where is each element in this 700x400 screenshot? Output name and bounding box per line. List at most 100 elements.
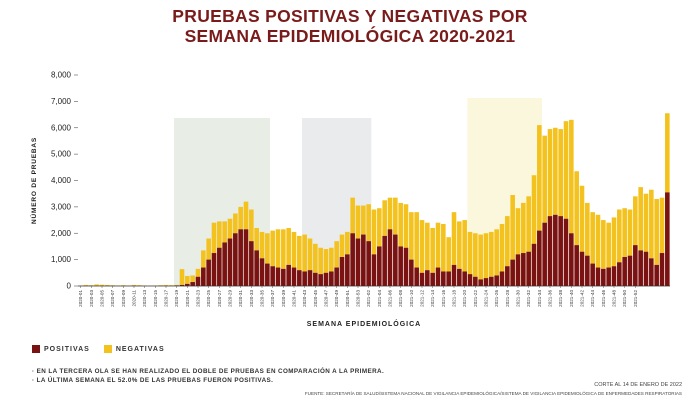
bar-negative xyxy=(355,205,361,239)
legend: POSITIVAS NEGATIVAS xyxy=(32,345,179,353)
bar-positive xyxy=(201,267,206,286)
bar-positive xyxy=(542,222,547,286)
bar-positive xyxy=(617,262,622,286)
bar-positive xyxy=(590,263,595,286)
bar-positive xyxy=(622,256,627,286)
bar-negative xyxy=(259,231,265,259)
x-tick-label: 2020-07 xyxy=(110,290,115,307)
x-tick-label: 2021-14 xyxy=(430,290,435,307)
x-tick-label: 2021-32 xyxy=(526,290,531,307)
x-tick-label: 2021-24 xyxy=(484,290,489,307)
bar-negative xyxy=(446,237,451,272)
x-tick-label: 2021-44 xyxy=(590,290,595,307)
bar-negative xyxy=(339,234,345,257)
bar-negative xyxy=(233,213,238,234)
y-tick-label: 5,000 xyxy=(51,150,72,159)
y-tick-label: 2,000 xyxy=(51,229,72,238)
x-tick-label: 2021-20 xyxy=(462,290,467,307)
bar-positive xyxy=(451,264,457,286)
bar-positive xyxy=(318,274,323,286)
bar-positive xyxy=(553,214,558,286)
bar-positive xyxy=(526,251,531,286)
bar-negative xyxy=(489,231,494,277)
bar-negative xyxy=(286,227,291,265)
bar-negative xyxy=(83,284,89,286)
bar-negative xyxy=(627,209,633,256)
bar-negative xyxy=(291,231,297,268)
y-tick-label: 3,000 xyxy=(51,202,72,211)
bar-negative xyxy=(654,198,659,265)
bar-positive xyxy=(339,256,345,286)
title-line-1: PRUEBAS POSITIVAS Y NEGATIVAS POR xyxy=(172,6,528,26)
bar-negative xyxy=(206,238,211,260)
x-tick-label: 2020-31 xyxy=(238,290,243,307)
bar-negative xyxy=(249,209,254,242)
bar-negative xyxy=(531,175,537,244)
bar-negative xyxy=(633,196,638,246)
bar-negative xyxy=(649,189,654,259)
x-tick-label: 2020-01 xyxy=(78,290,83,307)
x-tick-label: 2021-08 xyxy=(398,290,403,307)
x-tick-label: 2020-35 xyxy=(260,290,265,307)
bar-positive xyxy=(665,192,670,286)
bar-positive xyxy=(265,263,270,286)
bar-positive xyxy=(654,264,659,286)
bar-positive xyxy=(179,284,185,286)
bar-negative xyxy=(617,209,622,263)
bar-positive xyxy=(313,272,318,286)
bar-positive xyxy=(489,276,494,286)
bar-negative xyxy=(345,231,350,255)
bar-negative xyxy=(638,187,643,251)
bar-negative xyxy=(222,221,227,243)
bar-negative xyxy=(585,202,590,256)
bar-positive xyxy=(441,271,446,286)
bar-negative xyxy=(190,275,195,283)
bar-negative xyxy=(323,249,329,273)
legend-negative-swatch xyxy=(103,345,112,353)
bar-negative xyxy=(211,222,217,254)
x-tick-label: 2021-52 xyxy=(633,290,638,307)
legend-positive-swatch xyxy=(32,345,40,353)
bar-positive xyxy=(190,282,195,286)
wave-shade-1 xyxy=(174,118,270,286)
bar-negative xyxy=(521,202,526,254)
bar-negative xyxy=(606,222,611,268)
bar-positive xyxy=(510,259,515,286)
x-tick-label: 2020-49 xyxy=(334,290,339,307)
bar-positive xyxy=(206,259,211,286)
bar-positive xyxy=(185,283,190,286)
x-tick-label: 2021-36 xyxy=(548,290,553,307)
bar-negative xyxy=(425,222,430,271)
bar-positive xyxy=(595,267,601,286)
legend-negative: NEGATIVAS xyxy=(103,345,165,353)
bar-negative xyxy=(371,209,377,255)
bar-positive xyxy=(499,271,505,286)
bar-negative xyxy=(510,195,515,260)
bar-negative xyxy=(430,227,435,273)
bar-positive xyxy=(563,218,569,286)
bar-positive xyxy=(611,266,617,286)
y-tick-label: 7,000 xyxy=(51,97,72,106)
x-tick-label: 2021-34 xyxy=(537,290,542,307)
bar-positive xyxy=(323,272,329,286)
x-tick-label: 2020-09 xyxy=(121,290,126,307)
bar-positive xyxy=(211,253,217,286)
bar-negative xyxy=(537,125,542,231)
bar-positive xyxy=(227,238,233,286)
bar-negative xyxy=(361,205,366,235)
bar-positive xyxy=(494,275,499,286)
bar-positive xyxy=(633,245,638,286)
bar-negative xyxy=(99,284,105,286)
bar-negative xyxy=(547,129,553,217)
x-tick-label: 2020-21 xyxy=(185,290,190,307)
bar-negative xyxy=(382,200,387,236)
x-tick-label: 2020-25 xyxy=(206,290,211,307)
bar-positive xyxy=(483,278,489,286)
x-tick-label: 2021-38 xyxy=(558,290,563,307)
x-tick-label: 2020-41 xyxy=(292,290,297,307)
bar-positive xyxy=(195,276,201,286)
bar-negative xyxy=(254,227,259,251)
bar-negative xyxy=(462,220,467,272)
x-axis-title: SEMANA EPIDEMIOLÓGICA xyxy=(307,319,421,328)
bar-positive xyxy=(403,247,409,286)
